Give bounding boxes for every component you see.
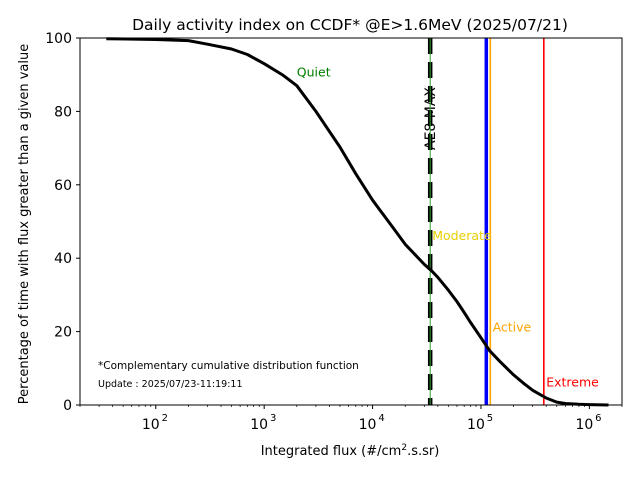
x-tick-exponent: 2 xyxy=(162,413,168,424)
y-axis: 0 20 40 60 80 100 xyxy=(45,31,80,414)
footnote-text: *Complementary cumulative distribution f… xyxy=(98,360,359,372)
x-axis: 10 2 10 3 10 4 10 5 10 6 xyxy=(79,405,623,433)
x-axis-label-superscript: 2 xyxy=(401,443,407,453)
x-tick-label: 10 4 xyxy=(359,413,385,433)
region-labels: Quiet Moderate Active Extreme xyxy=(297,65,599,390)
x-axis-label: Integrated flux (#/cm2.s.sr) xyxy=(261,443,440,459)
chart-title: Daily activity index on CCDF* @E>1.6MeV … xyxy=(132,16,568,34)
vertical-thresholds: AE8 MAX xyxy=(423,38,545,405)
x-tick-base: 10 xyxy=(142,417,160,433)
y-tick-label: 60 xyxy=(54,178,72,194)
update-timestamp: Update : 2025/07/23-11:19:11 xyxy=(98,379,243,390)
region-label: Quiet xyxy=(297,65,331,80)
series-layer xyxy=(106,37,609,407)
y-tick-label: 0 xyxy=(63,398,72,414)
y-axis-label: Percentage of time with flux greater tha… xyxy=(17,44,32,404)
x-tick-label: 10 6 xyxy=(575,413,601,433)
x-tick-base: 10 xyxy=(250,417,268,433)
y-tick-label: 40 xyxy=(54,251,72,267)
y-tick-label: 80 xyxy=(54,104,72,120)
threshold-line-label: AE8 MAX xyxy=(423,87,439,150)
x-axis-label-tail: .s.sr) xyxy=(407,444,439,459)
x-tick-exponent: 3 xyxy=(270,413,276,424)
x-tick-base: 10 xyxy=(467,417,485,433)
ccdf-series-line xyxy=(106,37,609,407)
x-tick-exponent: 6 xyxy=(595,413,601,424)
axes-frame xyxy=(79,37,623,406)
region-label: Extreme xyxy=(546,375,599,390)
x-tick-exponent: 4 xyxy=(378,413,384,424)
y-tick-label: 20 xyxy=(54,325,72,341)
x-tick-label: 10 5 xyxy=(467,413,493,433)
x-tick-label: 10 2 xyxy=(142,413,168,433)
x-tick-base: 10 xyxy=(575,417,593,433)
region-label: Active xyxy=(493,320,532,335)
y-tick-label: 100 xyxy=(45,31,72,47)
x-tick-exponent: 5 xyxy=(487,413,493,424)
x-tick-base: 10 xyxy=(359,417,377,433)
x-tick-label: 10 3 xyxy=(250,413,276,433)
region-label: Moderate xyxy=(432,228,492,243)
